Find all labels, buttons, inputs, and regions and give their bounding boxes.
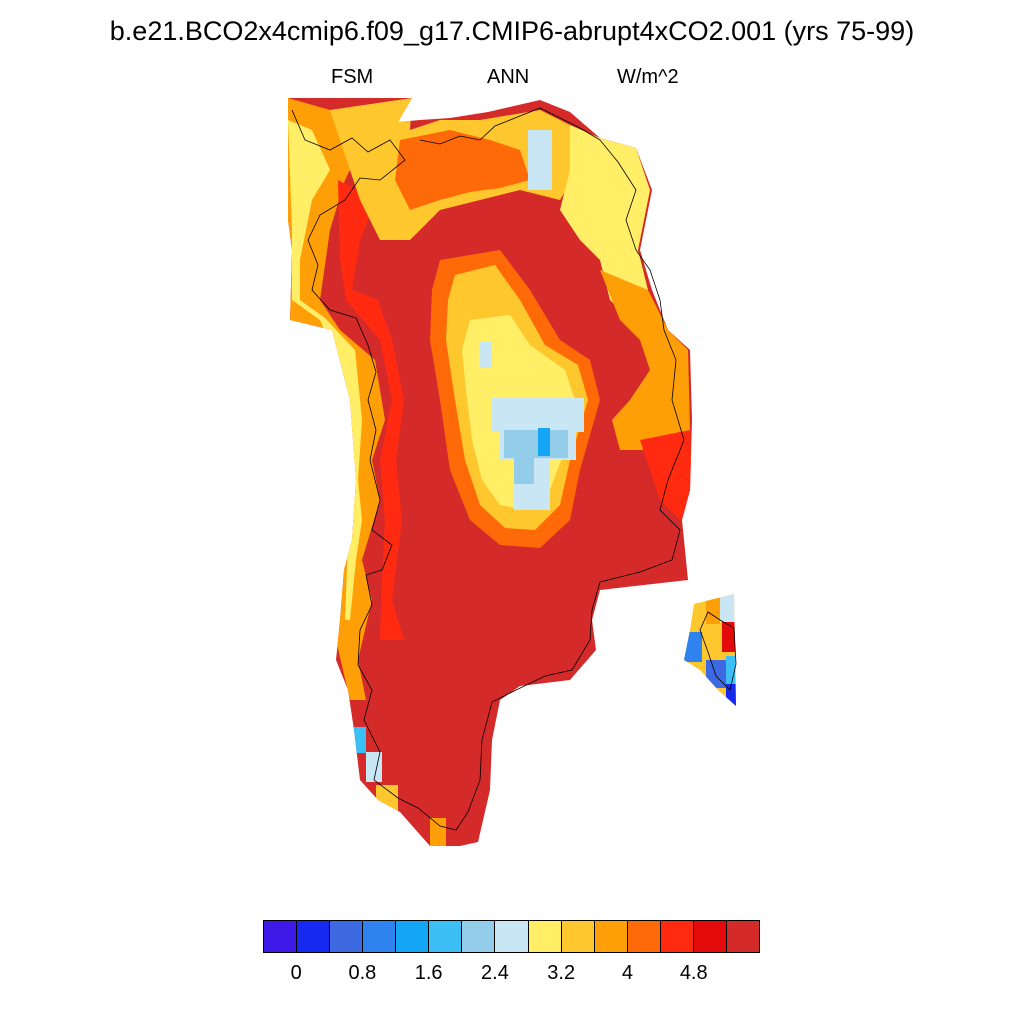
- south-light-cell: [366, 752, 382, 782]
- colorbar-swatch-4: [396, 920, 430, 953]
- iceland-cell-light: [720, 594, 736, 622]
- north-coast-red: [395, 130, 530, 210]
- coastline-iceland: [699, 611, 737, 691]
- colorbar: [263, 920, 760, 953]
- colorbar-swatch-5: [429, 920, 463, 953]
- colorbar-tick-label: 3.2: [547, 962, 576, 984]
- iceland-cell-orange: [706, 598, 720, 624]
- variable-label: FSM: [331, 66, 374, 88]
- iceland-cell-blue-2: [706, 660, 726, 688]
- iceland-cell-red: [722, 622, 736, 652]
- east-coast-orange: [600, 270, 690, 450]
- interior-blue-cell: [538, 428, 550, 456]
- interior-light-cell: [480, 342, 492, 368]
- north-cell-light: [528, 130, 552, 190]
- east-coast-yellow: [560, 125, 650, 320]
- colorbar-swatch-13: [693, 920, 727, 953]
- colorbar-swatch-11: [627, 920, 661, 953]
- colorbar-swatch-12: [660, 920, 694, 953]
- interior-mid-blue: [504, 430, 568, 458]
- colorbar-swatch-1: [297, 920, 331, 953]
- colorbar-tick-label: 0.8: [348, 962, 377, 984]
- colorbar-swatch-6: [462, 920, 496, 953]
- colorbar-swatch-0: [263, 920, 298, 953]
- iceland-field: [684, 594, 736, 706]
- season-label: ANN: [487, 66, 530, 88]
- plot-title: b.e21.BCO2x4cmip6.f09_g17.CMIP6-abrupt4x…: [109, 16, 915, 46]
- west-coast-orange: [288, 98, 385, 700]
- units-label: W/m^2: [617, 66, 679, 88]
- greenland-field: [288, 98, 692, 846]
- colorbar-tick-label: 4: [621, 962, 634, 984]
- iceland-cell-sky: [726, 656, 736, 684]
- interior-mid-blue-2: [514, 458, 534, 484]
- colorbar-swatch-2: [330, 920, 364, 953]
- colorbar-swatch-3: [363, 920, 397, 953]
- colorbar-swatch-8: [528, 920, 562, 953]
- colorbar-tick-label: 4.8: [679, 962, 708, 984]
- colorbar-tick-label: 1.6: [414, 962, 443, 984]
- colorbar-swatch-10: [594, 920, 628, 953]
- colorbar-tick-label: 0: [290, 962, 302, 984]
- colorbar-swatch-14: [726, 920, 760, 953]
- interior-light-blue: [492, 398, 584, 432]
- south-orange-cell: [430, 818, 446, 846]
- west-coast-yellow: [288, 120, 362, 620]
- iceland-cell-blue: [684, 632, 702, 662]
- south-light-blue: [352, 727, 366, 753]
- west-coast-red: [338, 180, 404, 640]
- colorbar-swatch-9: [561, 920, 595, 953]
- iceland-cell-deep: [726, 684, 736, 706]
- colorbar-swatch-7: [495, 920, 529, 953]
- colorbar-tick-label: 2.4: [481, 962, 509, 984]
- coastline-greenland: [291, 107, 685, 831]
